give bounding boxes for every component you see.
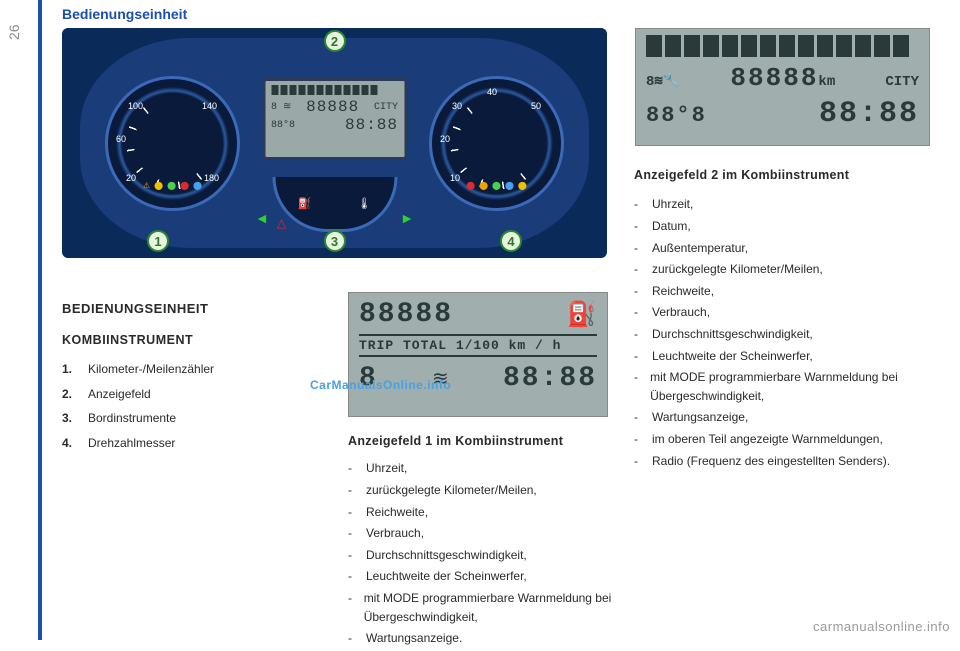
- list-item: Leuchtweite der Scheinwerfer,: [652, 347, 813, 366]
- item-num: 2.: [62, 384, 78, 404]
- list-item: Leuchtweite der Scheinwerfer,: [366, 567, 527, 586]
- fuel-icon: ⛽: [298, 197, 312, 210]
- center-lcd: 8 ≋88888CITY 88°888:88: [262, 78, 407, 160]
- page-number: 26: [6, 24, 22, 40]
- list-item: Verbrauch,: [366, 524, 424, 543]
- list-item: Außentemperatur,: [652, 239, 748, 258]
- item-text: Kilometer-/Meilenzähler: [88, 359, 214, 379]
- city-label: CITY: [885, 74, 919, 90]
- km-unit: km: [818, 74, 835, 90]
- tick: 50: [531, 101, 541, 111]
- list-item: Verbrauch,: [652, 303, 710, 322]
- warning-row: ⚠⬤ ⬤⬤ ⬤: [108, 181, 237, 190]
- mode-row: TRIP TOTAL 1/100 km / h: [359, 334, 597, 357]
- subsection-heading: Anzeigefeld 1 im Kombiinstrument: [348, 432, 623, 451]
- display-panel-2: 8≋🔧 88888km CITY 88°8 88:88: [635, 28, 930, 146]
- list: -Uhrzeit, -Datum, -Außentemperatur, -zur…: [634, 195, 932, 470]
- turn-signal-left-icon: ◄: [255, 210, 269, 226]
- item-num: 1.: [62, 359, 78, 379]
- list-item: mit MODE programmierbare Warnmeldung bei…: [364, 589, 623, 626]
- clock: 88:88: [819, 97, 919, 131]
- page-header: Bedienungseinheit: [62, 6, 187, 22]
- list-item: Uhrzeit,: [652, 195, 693, 214]
- list-item: zurückgelegte Kilometer/Meilen,: [366, 481, 537, 500]
- temp-icon: 🌡: [357, 197, 371, 210]
- subsection-heading: Anzeigefeld 2 im Kombiinstrument: [634, 166, 932, 185]
- footer-url: carmanualsonline.info: [813, 619, 950, 634]
- callout-4: 4: [500, 230, 522, 252]
- item-num: 4.: [62, 433, 78, 453]
- section-heading: BEDIENUNGSEINHEIT: [62, 298, 322, 320]
- tachometer-gauge: 10 20 30 40 50 ⬤⬤ ⬤⬤ ⬤: [429, 76, 564, 211]
- list-item: im oberen Teil angezeigte Warnmeldungen,: [652, 430, 883, 449]
- right-column: Anzeigefeld 2 im Kombiinstrument -Uhrzei…: [634, 166, 932, 473]
- tick: 60: [116, 134, 126, 144]
- list-item: Durchschnittsgeschwindigkeit,: [366, 546, 527, 565]
- city-label: CITY: [374, 102, 398, 113]
- list-item: Reichweite,: [652, 282, 714, 301]
- callout-1: 1: [147, 230, 169, 252]
- vertical-rule: [38, 0, 42, 640]
- clock: 88:88: [345, 116, 398, 134]
- tick: 40: [487, 87, 497, 97]
- item-text: Anzeigefeld: [88, 384, 151, 404]
- left-column: BEDIENUNGSEINHEIT KOMBIINSTRUMENT 1. Kilo…: [62, 298, 322, 457]
- item-text: Drehzahlmesser: [88, 433, 175, 453]
- km-digits: 88888: [730, 63, 818, 93]
- fuel-temp-gauge: ⛽ 🌡: [272, 177, 397, 232]
- list-item: Wartungsanzeige.: [366, 629, 462, 648]
- item-num: 3.: [62, 408, 78, 428]
- tick: 20: [440, 134, 450, 144]
- list-item: Reichweite,: [366, 503, 428, 522]
- list-item: Radio (Frequenz des eingestellten Sender…: [652, 452, 890, 471]
- list-item: Durchschnittsgeschwindigkeit,: [652, 325, 813, 344]
- callout-2: 2: [324, 30, 346, 52]
- fuel-icon: ⛽: [567, 300, 597, 330]
- watermark: CarManualsOnline.info: [310, 378, 451, 392]
- tick: 100: [128, 101, 143, 111]
- list-item: zurückgelegte Kilometer/Meilen,: [652, 260, 823, 279]
- tick: 140: [202, 101, 217, 111]
- hazard-icon: △: [277, 216, 286, 230]
- callout-3: 3: [324, 230, 346, 252]
- middle-column: Anzeigefeld 1 im Kombiinstrument -Uhrzei…: [348, 432, 623, 651]
- tick: 30: [452, 101, 462, 111]
- left-icons: 8≋🔧: [646, 73, 680, 90]
- temp: 88°8: [271, 120, 295, 131]
- list-item: Uhrzeit,: [366, 459, 407, 478]
- item-text: Bordinstrumente: [88, 408, 176, 428]
- turn-signal-right-icon: ►: [400, 210, 414, 226]
- list-item: Wartungsanzeige,: [652, 408, 748, 427]
- clock: 88:88: [503, 363, 597, 394]
- display-panel-1: 88888 ⛽ TRIP TOTAL 1/100 km / h 8 ≋ 88:8…: [348, 292, 608, 417]
- speedometer-gauge: 20 60 100 140 180 ⚠⬤ ⬤⬤ ⬤: [105, 76, 240, 211]
- list-item: Datum,: [652, 217, 691, 236]
- warning-row: ⬤⬤ ⬤⬤ ⬤: [432, 181, 561, 190]
- subsection-heading: KOMBIINSTRUMENT: [62, 330, 322, 351]
- list: -Uhrzeit, -zurückgelegte Kilometer/Meile…: [348, 459, 623, 647]
- dashboard-panel: 20 60 100 140 180 ⚠⬤ ⬤⬤ ⬤ 10 20 30 40 50…: [80, 38, 589, 248]
- list-item: mit MODE programmierbare Warnmeldung bei…: [650, 368, 932, 405]
- top-digits: 88888: [359, 299, 453, 330]
- temp: 88°8: [646, 103, 707, 128]
- odometer: 88888: [306, 98, 359, 116]
- dashboard-figure: 20 60 100 140 180 ⚠⬤ ⬤⬤ ⬤ 10 20 30 40 50…: [62, 28, 607, 258]
